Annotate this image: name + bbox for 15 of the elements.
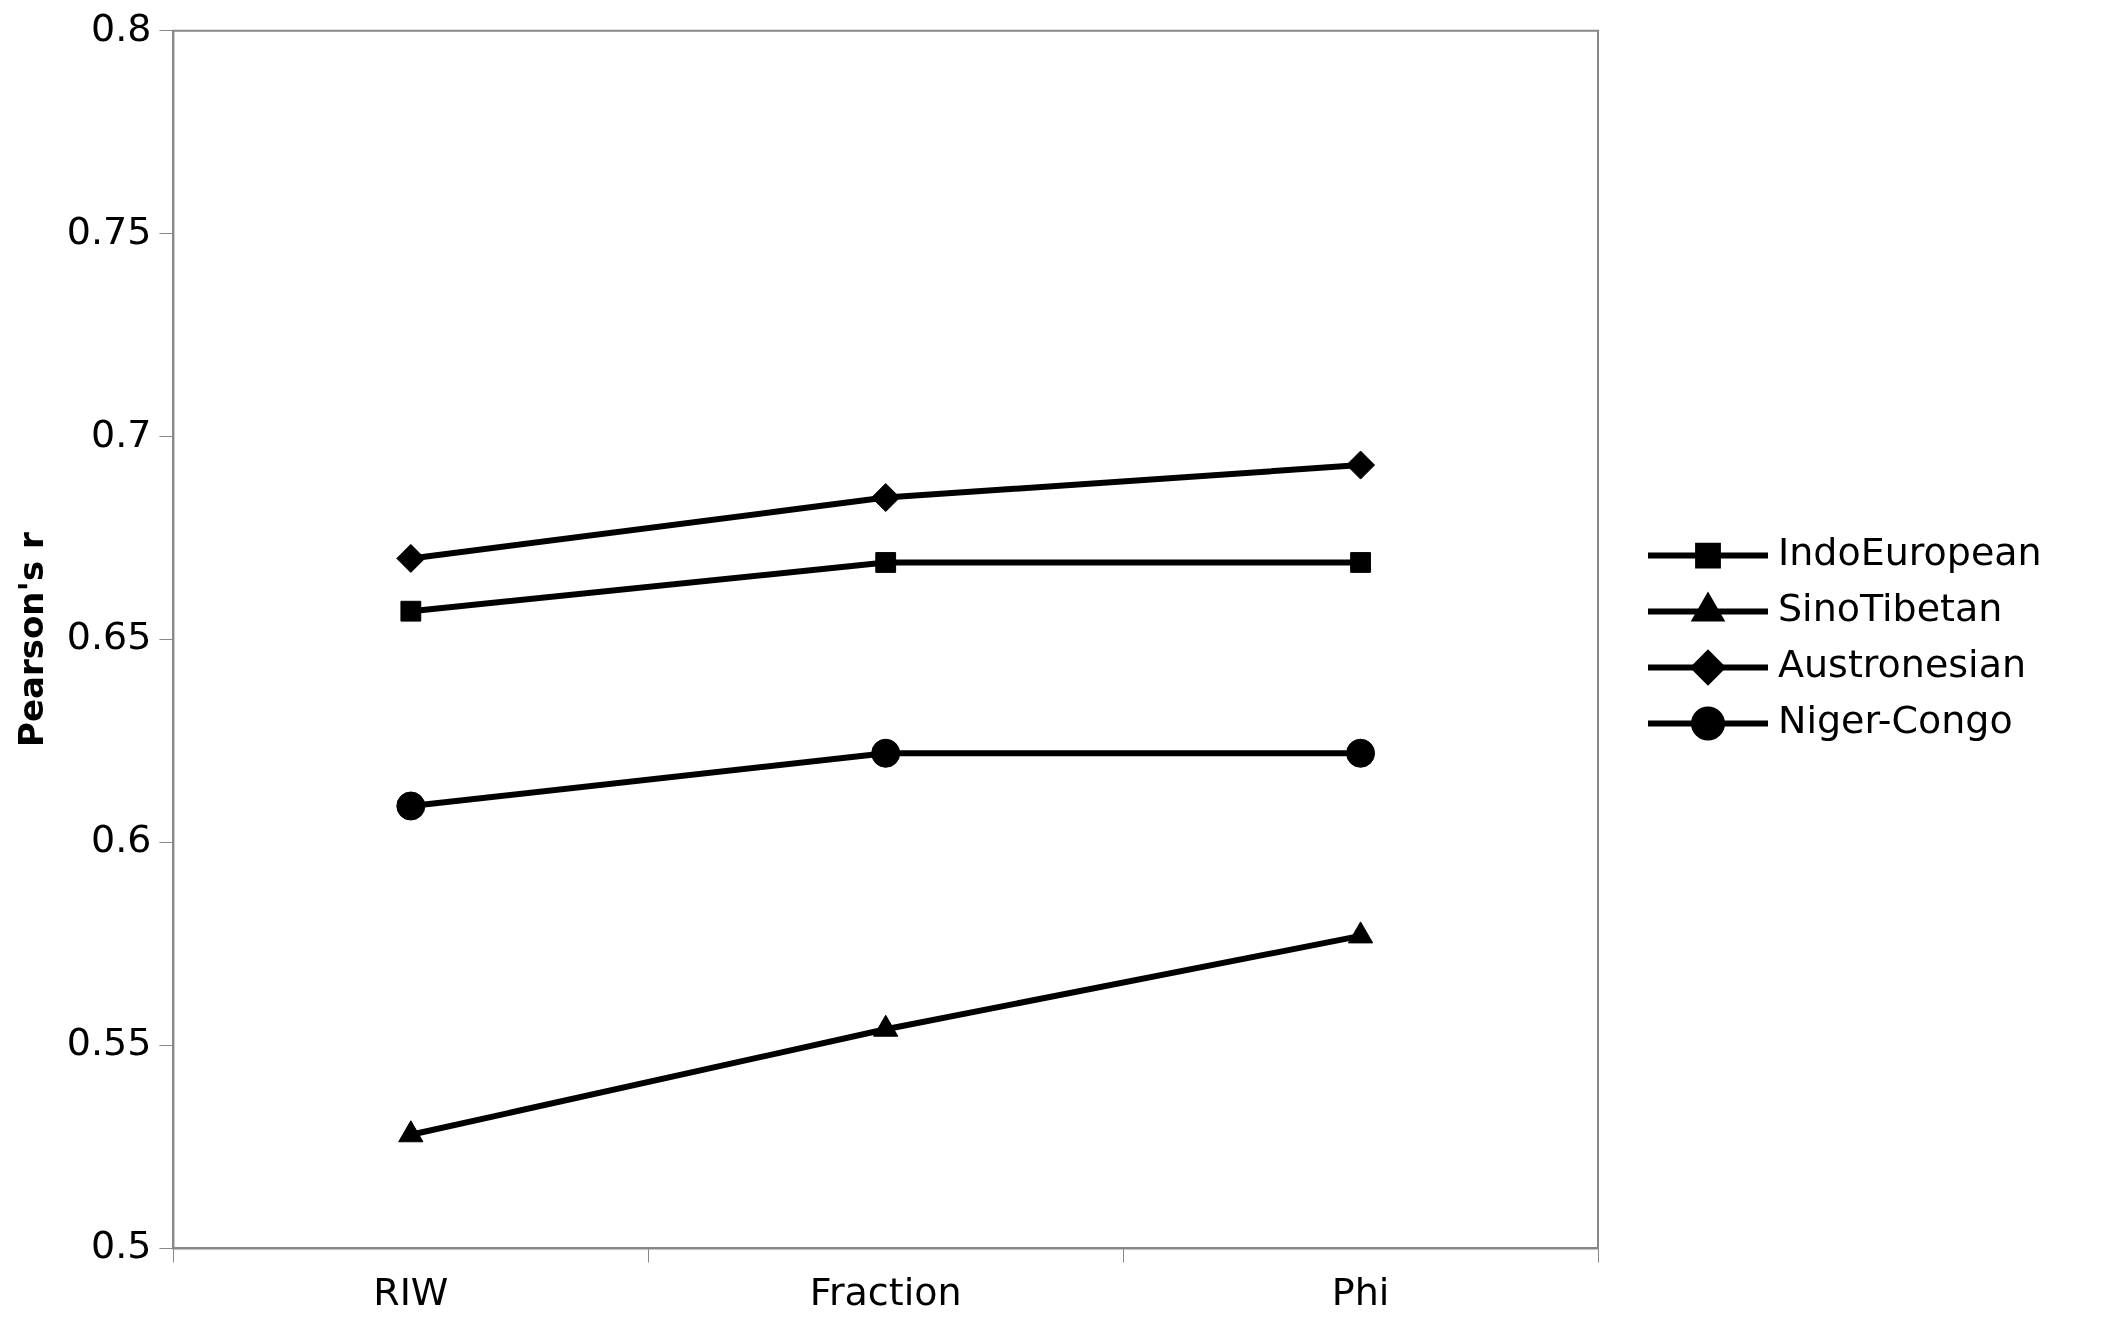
y-tick-label: 0.5 [90, 1223, 152, 1268]
y-tick-label: 0.6 [90, 817, 152, 862]
x-tick-label: Phi [1331, 1270, 1390, 1315]
y-tick-label: 0.55 [66, 1020, 152, 1065]
y-tick-label: 0.7 [90, 411, 152, 456]
y-axis-title: Pearson's r [11, 532, 52, 747]
y-tick-label: 0.75 [66, 208, 152, 253]
x-tick-label: RIW [373, 1270, 449, 1315]
legend-label: Austronesian [1778, 642, 2027, 687]
legend-label: Niger-Congo [1778, 698, 2013, 743]
legend-label: SinoTibetan [1778, 586, 2003, 631]
y-tick-label: 0.8 [90, 5, 152, 50]
legend-label: IndoEuropean [1778, 530, 2042, 575]
y-tick-label: 0.65 [66, 614, 152, 659]
x-tick-label: Fraction [809, 1270, 962, 1315]
